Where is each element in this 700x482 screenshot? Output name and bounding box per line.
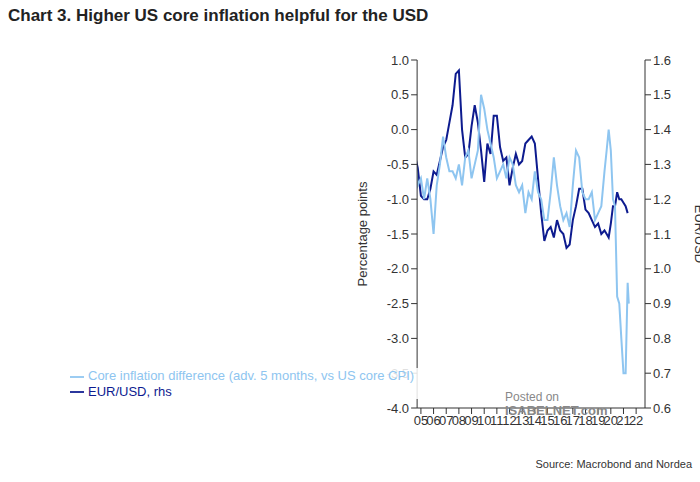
svg-text:0.6: 0.6 [653,401,671,416]
svg-text:1.0: 1.0 [653,261,671,276]
svg-text:-4.0: -4.0 [387,401,409,416]
svg-text:1.6: 1.6 [653,53,671,68]
svg-text:1.3: 1.3 [653,157,671,172]
svg-text:-3.5: -3.5 [387,366,409,381]
svg-text:1.1: 1.1 [653,227,671,242]
svg-text:0.5: 0.5 [391,87,409,102]
svg-text:-0.5: -0.5 [387,157,409,172]
svg-text:1.5: 1.5 [653,87,671,102]
svg-text:Percentage points: Percentage points [355,181,370,286]
svg-text:-1.5: -1.5 [387,227,409,242]
svg-text:22: 22 [629,413,643,428]
svg-text:-2.0: -2.0 [387,261,409,276]
svg-text:0.7: 0.7 [653,366,671,381]
svg-text:0.0: 0.0 [391,122,409,137]
svg-text:-2.5: -2.5 [387,296,409,311]
svg-text:1.2: 1.2 [653,192,671,207]
svg-text:0.8: 0.8 [653,331,671,346]
svg-text:1.4: 1.4 [653,122,671,137]
svg-text:1.0: 1.0 [391,53,409,68]
svg-text:0.9: 0.9 [653,296,671,311]
svg-text:-1.0: -1.0 [387,192,409,207]
svg-text:-3.0: -3.0 [387,331,409,346]
